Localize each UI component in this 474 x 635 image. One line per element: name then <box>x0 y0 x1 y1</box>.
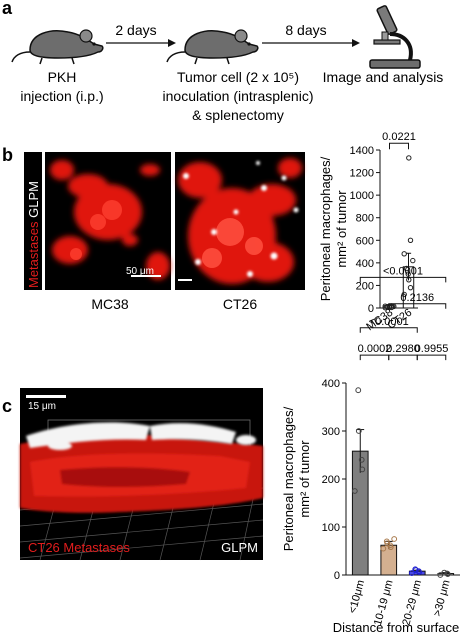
data-point <box>407 237 414 243</box>
step-label: 2 days <box>115 22 156 38</box>
significance-bracket <box>388 354 418 361</box>
panel-a-label: a <box>2 0 13 18</box>
caption-text: Tumor cell (2 x 10⁵) <box>177 69 299 85</box>
significance-label: 0.2980 <box>386 343 420 355</box>
y-axis-label: Peritoneal macrophages/ <box>281 406 296 551</box>
mouse-icon <box>166 29 259 65</box>
side-label-background <box>24 152 42 290</box>
caption-text: & splenectomy <box>192 107 284 123</box>
significance-label: 0.9955 <box>415 343 449 355</box>
data-point <box>405 271 411 277</box>
ct26-3d-render: 15 μm CT26 Metastases GLPM <box>19 388 264 561</box>
image-label-ct26: CT26 <box>223 296 257 312</box>
data-point <box>407 284 414 291</box>
data-point <box>380 545 387 552</box>
data-point <box>355 428 362 434</box>
y-tick-label: 400 <box>322 378 340 390</box>
y-axis-label: mm² of tumor <box>334 190 349 268</box>
y-tick-label: 200 <box>322 474 340 486</box>
arrow-icon <box>262 39 360 47</box>
y-tick-label: 1200 <box>350 168 374 180</box>
y-tick-label: 400 <box>356 258 374 270</box>
y-tick-label: 300 <box>322 426 340 438</box>
scale-bar <box>131 275 161 277</box>
panel-b-label: b <box>2 145 13 165</box>
ct26-micrograph <box>175 152 305 290</box>
mc38-micrograph: 50 μm <box>45 152 171 290</box>
significance-label: <0.0001 <box>369 316 409 328</box>
arrow-icon <box>106 39 176 47</box>
significance-bracket <box>359 276 447 283</box>
mouse-icon <box>11 29 104 65</box>
x-tick-label: <10μm <box>347 579 367 615</box>
y-tick-label: 200 <box>356 280 374 292</box>
step-label: 8 days <box>285 22 326 38</box>
data-point <box>383 538 390 545</box>
data-point <box>441 569 448 576</box>
significance-bracket <box>389 142 409 150</box>
caption-ct26-metastases: CT26 Metastases <box>28 540 130 555</box>
data-point <box>410 257 416 264</box>
data-point <box>406 155 412 161</box>
y-tick-label: 600 <box>356 235 374 247</box>
panel-c-label: c <box>2 396 12 416</box>
microscope-icon <box>369 5 421 69</box>
chart-c: 0 100 200 300 400 Peritoneal macrophages/mm² … <box>281 265 460 635</box>
data-point <box>358 456 365 463</box>
significance-label: 0.0221 <box>382 131 416 143</box>
data-point <box>382 303 388 309</box>
data-point <box>391 536 398 542</box>
scale-bar-label: 15 μm <box>28 401 56 412</box>
y-tick-label: 800 <box>356 213 374 225</box>
scale-bar-label: 50 μm <box>126 266 154 277</box>
caption-glpm: GLPM <box>221 540 258 555</box>
scale-bar <box>178 279 192 281</box>
data-point <box>403 265 410 272</box>
significance-label: 0.2136 <box>400 292 434 304</box>
y-tick-label: 0 <box>368 303 374 315</box>
x-axis-label: Distance from surface <box>333 620 459 635</box>
data-point <box>408 570 415 576</box>
scale-bar <box>26 395 66 398</box>
y-tick-label: 100 <box>322 522 340 534</box>
y-tick-label: 1400 <box>350 145 374 157</box>
data-point <box>401 291 407 298</box>
y-tick-label: 1000 <box>350 190 374 202</box>
side-label-render: Metastases GLPM <box>26 181 41 288</box>
caption-text: Image and analysis <box>323 69 444 85</box>
x-tick-label: >30 μm <box>431 579 452 618</box>
caption-text: inoculation (intrasplenic) <box>163 88 314 104</box>
significance-bracket <box>359 354 390 361</box>
significance-label: <0.0001 <box>383 265 423 277</box>
data-point <box>351 488 358 494</box>
data-point <box>444 570 451 577</box>
y-tick-label: 0 <box>334 570 340 582</box>
y-axis-label: mm² of tumor <box>297 440 312 518</box>
bar <box>380 544 398 576</box>
caption-text: PKH <box>48 69 77 85</box>
y-axis-label: Peritoneal macrophages/ <box>318 156 333 301</box>
data-point <box>359 466 366 473</box>
significance-label: 0.0002 <box>358 343 392 355</box>
image-label-mc38: MC38 <box>91 296 129 312</box>
caption-text: injection (i.p.) <box>20 88 103 104</box>
significance-bracket <box>359 327 418 333</box>
data-point <box>412 566 419 573</box>
significance-bracket <box>388 303 447 309</box>
data-point <box>355 387 362 394</box>
significance-bracket <box>416 354 447 361</box>
data-point <box>401 251 407 257</box>
